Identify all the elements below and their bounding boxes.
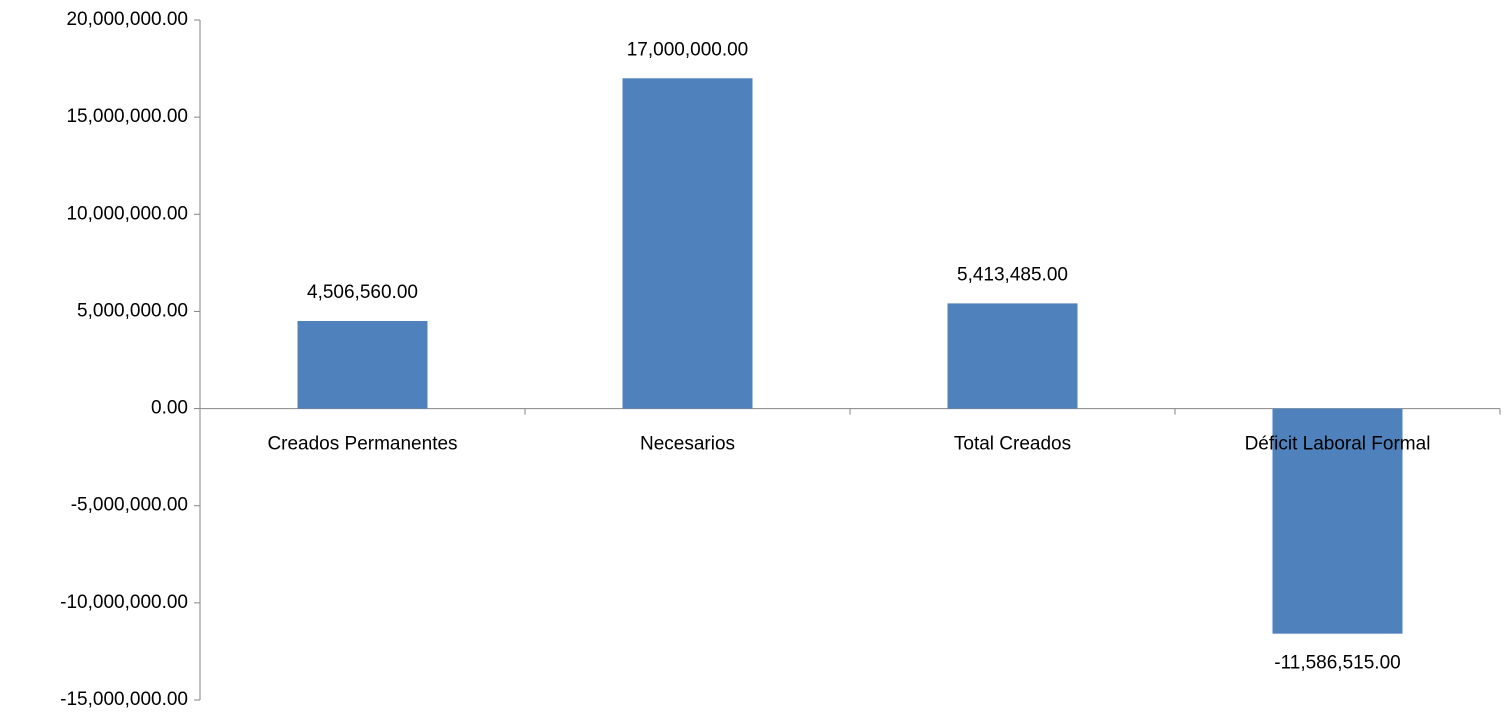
bar xyxy=(622,78,753,409)
value-label: -11,586,515.00 xyxy=(1274,653,1400,674)
y-tick-label: -10,000,000.00 xyxy=(60,592,188,613)
value-label: 5,413,485.00 xyxy=(957,264,1068,285)
x-tick-label: Creados Permanentes xyxy=(267,434,457,455)
value-label: 4,506,560.00 xyxy=(307,282,418,303)
x-tick-label: Déficit Laboral Formal xyxy=(1245,434,1431,455)
y-tick-label: 15,000,000.00 xyxy=(66,106,188,127)
y-tick-label: 20,000,000.00 xyxy=(66,9,188,30)
bar xyxy=(947,303,1078,409)
y-tick-label: 10,000,000.00 xyxy=(66,203,188,224)
y-tick-label: 0.00 xyxy=(151,398,188,419)
bar xyxy=(1272,408,1403,634)
y-tick-label: -5,000,000.00 xyxy=(71,495,188,516)
value-label: 17,000,000.00 xyxy=(627,39,749,60)
y-tick-label: -15,000,000.00 xyxy=(60,689,188,710)
bar xyxy=(297,321,428,409)
x-tick-label: Total Creados xyxy=(954,434,1071,455)
y-tick-label: 5,000,000.00 xyxy=(77,300,188,321)
x-tick-label: Necesarios xyxy=(640,434,735,455)
